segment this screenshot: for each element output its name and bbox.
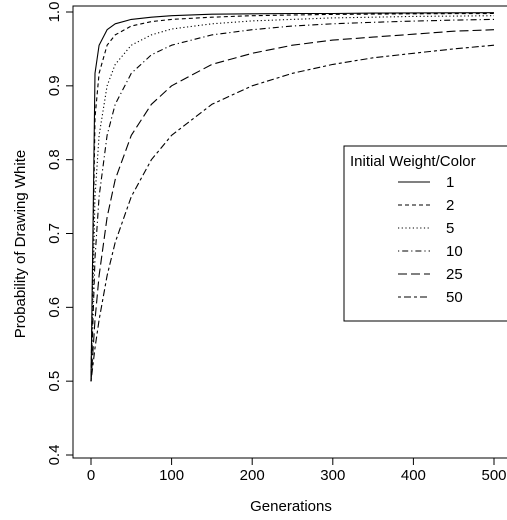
y-tick-label: 1.0	[46, 2, 63, 23]
legend-label-5: 5	[446, 220, 454, 237]
series-line-1	[90, 12, 495, 382]
y-tick-label: 0.4	[46, 445, 63, 466]
x-tick-label: 400	[401, 467, 426, 484]
y-axis-label: Probability of Drawing White	[12, 150, 29, 338]
legend-label-10: 10	[446, 243, 463, 260]
series-group	[90, 12, 495, 382]
y-tick-label: 0.8	[46, 149, 63, 170]
series-line-5	[90, 15, 495, 382]
y-tick-label: 0.6	[46, 297, 63, 318]
plot-frame	[72, 5, 507, 459]
series-line-10	[90, 18, 495, 382]
legend-label-50: 50	[446, 289, 463, 306]
x-tick-label: 100	[159, 467, 184, 484]
y-tick-label: 0.9	[46, 75, 63, 96]
y-tick-label: 0.5	[46, 371, 63, 392]
x-axis-label: Generations	[250, 498, 332, 515]
legend-box	[343, 145, 507, 322]
series-line-25	[90, 29, 495, 382]
x-tick-label: 0	[87, 467, 95, 484]
series-line-2	[90, 12, 495, 382]
x-tick-label: 500	[481, 467, 506, 484]
x-tick-label: 300	[320, 467, 345, 484]
legend-label-2: 2	[446, 197, 454, 214]
legend-title: Initial Weight/Color	[350, 153, 476, 170]
y-tick-label: 0.7	[46, 223, 63, 244]
axes-group: 0 100 200 300 400 500 0.4 0.5 0.6 0.7 0.8 0.9 1.0	[46, 2, 507, 484]
series-line-50	[90, 44, 495, 382]
legend-label-25: 25	[446, 266, 463, 283]
x-tick-label: 200	[240, 467, 265, 484]
legend-label-1: 1	[446, 174, 454, 191]
